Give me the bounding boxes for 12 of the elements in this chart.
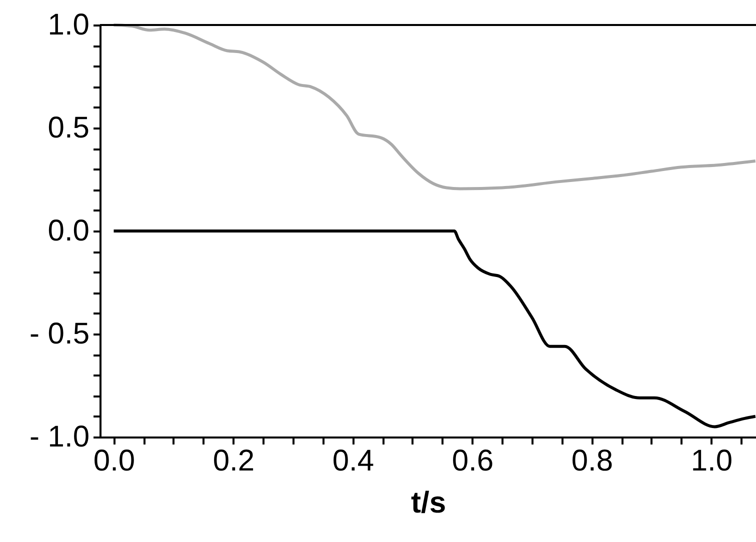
x-tick-label: 0.6: [452, 444, 494, 478]
x-tick-label: 0.8: [571, 444, 614, 478]
y-tick-label: 0.0: [48, 214, 90, 248]
y-tick-label: - 0.5: [29, 318, 90, 350]
x-tick-label: 0.4: [332, 444, 374, 478]
x-tick-label: 0.2: [212, 444, 255, 478]
x-tick-label: 1.0: [690, 444, 733, 478]
y-tick-label: 0.5: [48, 112, 90, 144]
x-axis-title: t/s: [410, 486, 446, 520]
x-tick-label: 0.0: [93, 444, 136, 478]
y-tick-label: - 1.0: [29, 420, 90, 454]
y-tick-label: 1.0: [48, 8, 90, 42]
